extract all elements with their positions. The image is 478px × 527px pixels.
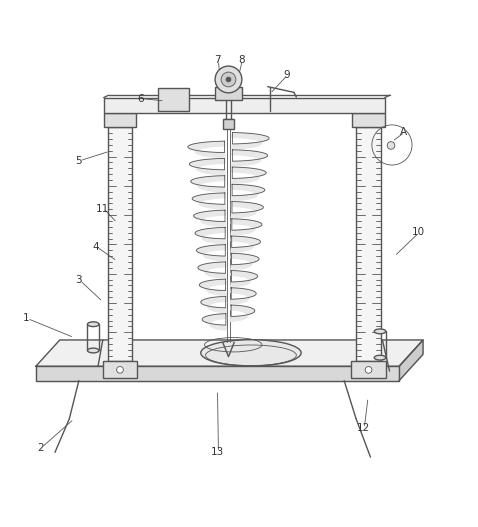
Text: 2: 2 (37, 443, 44, 453)
Text: 3: 3 (76, 275, 82, 285)
Text: 7: 7 (214, 55, 221, 65)
Bar (108, 127, 132, 362)
Ellipse shape (201, 340, 301, 366)
Polygon shape (191, 175, 226, 192)
Ellipse shape (374, 329, 386, 334)
Polygon shape (231, 184, 265, 200)
Circle shape (221, 72, 236, 87)
Text: 11: 11 (96, 203, 109, 213)
Text: 8: 8 (238, 55, 245, 65)
Bar (104, 97, 385, 113)
Polygon shape (195, 228, 226, 243)
Polygon shape (201, 297, 227, 313)
Polygon shape (36, 366, 399, 380)
Bar (352, 113, 385, 127)
Text: 9: 9 (283, 70, 290, 80)
Polygon shape (230, 288, 256, 304)
Bar (158, 89, 189, 111)
Polygon shape (231, 219, 262, 235)
Polygon shape (231, 201, 263, 218)
Circle shape (226, 77, 231, 82)
Polygon shape (230, 305, 255, 321)
Bar (351, 362, 386, 378)
Text: 13: 13 (211, 447, 224, 457)
Circle shape (215, 66, 242, 93)
Text: 6: 6 (138, 94, 144, 104)
Ellipse shape (374, 355, 386, 360)
Polygon shape (188, 141, 225, 158)
Bar (215, 86, 242, 100)
Polygon shape (399, 340, 423, 380)
Circle shape (365, 366, 372, 373)
Text: 4: 4 (92, 242, 99, 252)
Bar (223, 119, 234, 129)
Bar (103, 362, 137, 378)
Text: 5: 5 (76, 156, 82, 165)
Text: 12: 12 (357, 423, 370, 433)
Circle shape (387, 142, 395, 149)
Polygon shape (232, 133, 269, 149)
Polygon shape (232, 150, 268, 166)
Polygon shape (192, 193, 226, 209)
Text: 1: 1 (23, 314, 30, 324)
Text: 10: 10 (412, 228, 425, 238)
Ellipse shape (87, 322, 99, 327)
Bar (104, 113, 136, 127)
Ellipse shape (87, 348, 99, 353)
Polygon shape (231, 270, 258, 287)
Polygon shape (199, 279, 226, 296)
Polygon shape (198, 262, 226, 278)
Text: A: A (401, 127, 407, 137)
Polygon shape (202, 314, 227, 330)
Circle shape (117, 366, 123, 373)
Polygon shape (189, 159, 225, 174)
Polygon shape (194, 210, 226, 227)
Polygon shape (196, 245, 226, 261)
Polygon shape (36, 340, 423, 366)
Bar (356, 127, 381, 362)
Polygon shape (231, 253, 259, 269)
Polygon shape (231, 167, 266, 183)
Polygon shape (231, 236, 261, 252)
